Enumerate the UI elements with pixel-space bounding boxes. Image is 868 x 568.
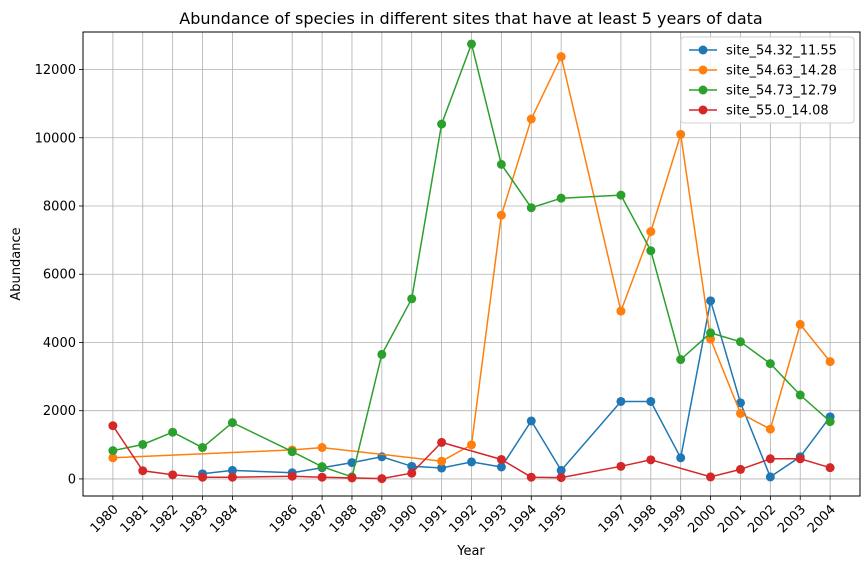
data-point: [735, 337, 745, 347]
y-tick-label: 8000: [43, 200, 76, 215]
data-point: [825, 463, 835, 473]
y-tick-label: 12000: [35, 63, 76, 78]
data-point: [706, 328, 716, 338]
y-tick-label: 2000: [43, 404, 76, 419]
legend-marker: [698, 45, 708, 55]
data-point: [646, 246, 656, 256]
series-3: [108, 39, 835, 482]
legend-label: site_54.63_14.28: [726, 64, 837, 79]
data-point: [765, 359, 775, 369]
y-tick-label: 10000: [35, 131, 76, 146]
data-point: [437, 456, 447, 466]
data-point: [287, 447, 297, 457]
data-point: [616, 396, 626, 406]
data-point: [795, 319, 805, 329]
data-point: [496, 462, 506, 472]
data-point: [108, 421, 118, 431]
data-point: [706, 472, 716, 482]
data-point: [347, 473, 357, 483]
data-point: [108, 446, 118, 456]
legend-marker: [698, 85, 708, 95]
data-point: [556, 193, 566, 203]
data-point: [467, 39, 476, 49]
legend-label: site_54.73_12.79: [726, 84, 837, 99]
data-point: [735, 398, 745, 408]
data-point: [646, 227, 656, 237]
legend-marker: [698, 105, 708, 115]
series-lines: [108, 39, 835, 484]
data-point: [437, 437, 447, 447]
legend-box: [680, 36, 855, 124]
data-point: [198, 472, 208, 482]
data-point: [526, 203, 536, 213]
data-point: [138, 466, 148, 476]
data-point: [825, 417, 835, 427]
data-point: [317, 472, 327, 482]
data-point: [108, 453, 118, 463]
data-point: [795, 454, 805, 464]
series-line: [202, 300, 831, 479]
x-axis-label: Year: [456, 544, 485, 559]
data-point: [765, 424, 775, 434]
data-point: [227, 418, 237, 428]
data-point: [526, 416, 536, 426]
data-point: [437, 119, 447, 129]
y-axis-label: Abundance: [9, 227, 24, 300]
data-point: [616, 461, 626, 471]
data-point: [556, 465, 566, 475]
data-point: [377, 474, 387, 484]
series-line: [112, 54, 831, 462]
data-point: [407, 468, 417, 478]
data-point: [437, 463, 447, 473]
data-point: [646, 396, 656, 406]
data-point: [168, 427, 178, 437]
data-point: [467, 440, 476, 450]
legend-marker: [698, 65, 708, 75]
data-point: [227, 465, 237, 475]
legend-label: site_54.32_11.55: [726, 44, 837, 59]
data-point: [227, 472, 237, 482]
data-point: [317, 462, 327, 472]
series-4: [108, 421, 835, 484]
data-point: [616, 306, 626, 316]
data-point: [765, 454, 775, 464]
y-tick-label: 4000: [43, 336, 76, 351]
data-point: [556, 473, 566, 483]
legend-label: site_55.0_14.08: [726, 104, 829, 119]
data-point: [616, 190, 626, 200]
data-point: [496, 159, 506, 169]
data-point: [168, 470, 178, 480]
data-point: [407, 294, 417, 304]
data-point: [735, 464, 745, 474]
data-point: [706, 296, 716, 306]
data-point: [735, 408, 745, 418]
data-point: [198, 443, 208, 453]
data-point: [287, 471, 297, 481]
data-point: [496, 454, 506, 464]
data-point: [795, 390, 805, 400]
legend: site_54.32_11.55 site_54.63_14.28 site_54.…: [680, 36, 855, 124]
data-point: [825, 357, 835, 367]
data-point: [138, 439, 148, 449]
data-point: [407, 461, 417, 471]
data-point: [676, 355, 686, 365]
y-tick-label: 6000: [43, 268, 76, 283]
data-point: [676, 129, 686, 139]
chart-title: Abundance of species in different sites …: [179, 9, 762, 28]
data-point: [377, 349, 387, 359]
data-point: [646, 455, 656, 465]
data-point: [496, 210, 506, 220]
data-point: [765, 472, 775, 482]
data-point: [317, 443, 327, 453]
data-point: [526, 114, 536, 124]
data-point: [526, 472, 536, 482]
grid-lines: [83, 32, 860, 496]
y-tick-label: 0: [68, 472, 76, 487]
data-point: [556, 52, 566, 62]
data-point: [467, 457, 476, 467]
data-point: [676, 453, 686, 463]
